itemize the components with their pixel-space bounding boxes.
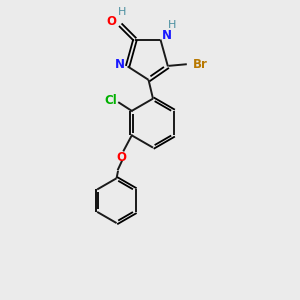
Text: O: O bbox=[116, 152, 126, 164]
Text: Cl: Cl bbox=[105, 94, 117, 107]
Text: Br: Br bbox=[193, 58, 208, 71]
Text: O: O bbox=[106, 15, 116, 28]
Text: H: H bbox=[168, 20, 176, 30]
Text: N: N bbox=[161, 29, 171, 42]
Text: H: H bbox=[118, 7, 126, 17]
Text: N: N bbox=[115, 58, 125, 71]
